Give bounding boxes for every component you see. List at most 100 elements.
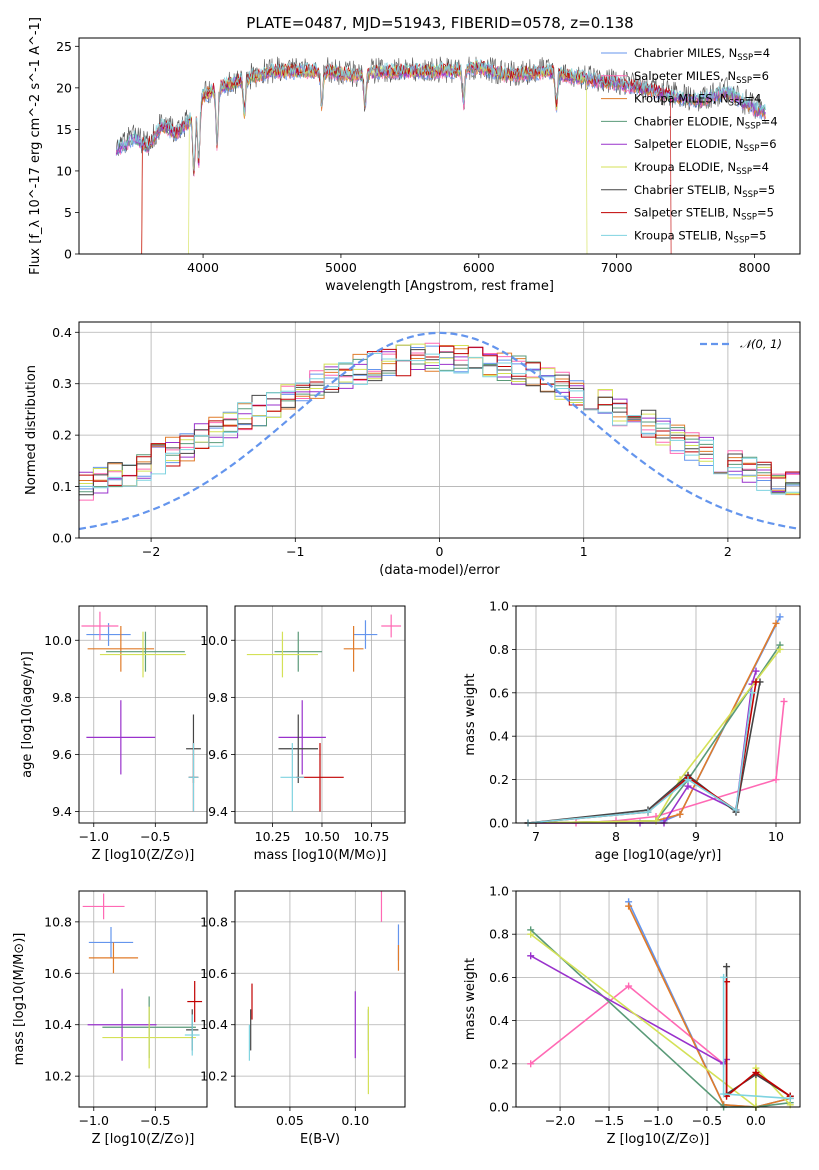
- y-tick-label: 0.4: [489, 1013, 509, 1028]
- spectrum-line-8: [116, 59, 766, 171]
- legend-label-tail: =6: [760, 137, 777, 151]
- y-tick-label: 1.0: [489, 884, 509, 899]
- plot-frame: [234, 890, 406, 1108]
- error-bar-point-5: [102, 1006, 196, 1069]
- legend-label-sub: SSP: [744, 144, 760, 154]
- x-tick-label: 8: [612, 829, 620, 844]
- x-axis-label: age [log10(age/yr)]: [595, 848, 722, 863]
- x-tick-label: −0.5: [140, 829, 170, 844]
- error-bar-point-1: [381, 614, 402, 638]
- x-tick-label: 8000: [739, 260, 771, 275]
- y-tick-label: 9.4: [208, 804, 228, 819]
- weight-marker-0: [776, 613, 784, 621]
- weight-marker-4: [527, 952, 535, 960]
- y-axis-label: Flux [f_λ 10^-17 erg cm^-2 s^-1 A^-1]: [28, 17, 43, 275]
- x-tick-label: 5000: [325, 260, 357, 275]
- legend-label: Salpeter MILES, NSSP=6: [634, 69, 769, 86]
- weight-marker-1: [527, 1060, 535, 1068]
- y-tick-label: 9.8: [208, 690, 228, 705]
- error-bar-point-7: [187, 981, 203, 1023]
- weight-line-0: [527, 616, 781, 824]
- y-tick-label: 9.8: [52, 690, 72, 705]
- weight-marker-5: [776, 645, 784, 653]
- error-bar-point-8: [188, 743, 199, 812]
- x-axis-label: wavelength [Angstrom, rest frame]: [325, 279, 554, 294]
- y-tick-label: 10.8: [44, 914, 72, 929]
- age-vs-metallicity-panel: −1.0 −0.5 9.4 9.6 9.8 10.0 Z [log10(Z/Z⊙)] age …: [20, 605, 208, 863]
- weight-marker-7: [752, 1068, 760, 1076]
- y-tick-label: 0.3: [52, 376, 72, 391]
- weight-marker-2: [772, 619, 780, 627]
- weight-line-8: [722, 977, 791, 1100]
- x-tick-label: −2: [142, 544, 160, 559]
- weight-line-2: [627, 905, 791, 1108]
- x-tick-label: 10.75: [353, 829, 389, 844]
- weight-marker-1: [625, 982, 633, 990]
- y-tick-label: 0.8: [489, 642, 509, 657]
- x-tick-label: −1.0: [79, 1113, 109, 1128]
- weight-line-5: [530, 933, 791, 1109]
- x-tick-label: 0.0: [746, 1113, 766, 1128]
- legend-label: Kroupa MILES, NSSP=4: [634, 92, 761, 109]
- legend-label-sub: SSP: [742, 190, 758, 200]
- legend-label-tail: =5: [757, 206, 774, 220]
- x-tick-label: 7: [532, 829, 540, 844]
- x-axis-label: mass [log10(M/M⊙)]: [254, 848, 387, 863]
- x-tick-label: −2.0: [545, 1113, 575, 1128]
- error-bar-point-1: [81, 611, 119, 641]
- y-tick-label: 10.2: [200, 1069, 228, 1084]
- weight-line-7: [725, 981, 791, 1098]
- weight-marker-8: [748, 689, 756, 697]
- legend-label-main: Chabrier ELODIE, N: [634, 114, 745, 128]
- y-tick-label: 20: [56, 80, 72, 95]
- x-tick-label: 0.10: [341, 1113, 369, 1128]
- plot-frame: [234, 605, 406, 824]
- error-bars: [246, 614, 402, 812]
- error-bar-point-5: [99, 631, 187, 678]
- weight-marker-8: [720, 1090, 728, 1098]
- age-vs-mass-panel: 10.25 10.50 10.75 9.4 9.6 9.8 10.0 mass [log10(…: [200, 605, 406, 863]
- y-tick-label: 0.4: [52, 325, 72, 340]
- plot-frame: [78, 890, 208, 1108]
- legend-label: 𝒩(0, 1): [740, 337, 782, 351]
- legend-label-main: Kroupa MILES, N: [634, 92, 729, 106]
- error-bar-point-5: [246, 631, 319, 678]
- y-axis-label: mass weight: [463, 673, 478, 755]
- weight-marker-5: [527, 930, 535, 938]
- x-axis-label: (data-model)/error: [379, 563, 500, 578]
- error-bar-point-1: [82, 893, 125, 920]
- y-tick-label: 0.0: [489, 1100, 509, 1115]
- legend-label-tail: =4: [761, 114, 778, 128]
- error-bar-point-8: [184, 1014, 200, 1056]
- weight-lines: [527, 898, 794, 1111]
- weight-marker-1: [772, 776, 780, 784]
- x-tick-label: 0.05: [276, 1113, 304, 1128]
- weight-line-1: [530, 984, 725, 1065]
- weight-marker-8: [786, 1094, 794, 1102]
- y-tick-label: 10.6: [44, 966, 72, 981]
- x-tick-label: 6000: [463, 260, 495, 275]
- legend-label-sub: SSP: [734, 235, 750, 245]
- y-tick-label: 25: [56, 39, 72, 54]
- y-tick-label: 0.6: [489, 970, 509, 985]
- weight-marker-8: [684, 776, 692, 784]
- spectrum-line-4: [115, 62, 766, 170]
- weight-marker-4: [752, 667, 760, 675]
- weight-line-3: [527, 644, 781, 824]
- y-tick-label: 10.8: [200, 914, 228, 929]
- figure-title: PLATE=0487, MJD=51943, FIBERID=0578, z=0…: [246, 14, 633, 32]
- y-axis-label: Normed distribution: [24, 365, 39, 495]
- x-tick-label: 7000: [601, 260, 633, 275]
- x-tick-label: 9: [692, 829, 700, 844]
- y-tick-label: 1.0: [489, 599, 509, 614]
- legend-label-sub: SSP: [741, 213, 757, 223]
- weight-line-5: [527, 648, 781, 824]
- weight-marker-8: [720, 973, 728, 981]
- error-bar-point-3: [106, 631, 185, 672]
- y-tick-label: 0.2: [489, 1056, 509, 1071]
- spectrum-lines: [115, 56, 766, 254]
- residual-histogram-panel: −2 −1 0 1 2 0.0 0.1 0.2 0.3 0.4 (data-model)/error…: [24, 321, 801, 578]
- mass-vs-metallicity-panel: −1.0 −0.5 10.2 10.4 10.6 10.8 Z [log10(Z/Z⊙)] m…: [12, 890, 208, 1147]
